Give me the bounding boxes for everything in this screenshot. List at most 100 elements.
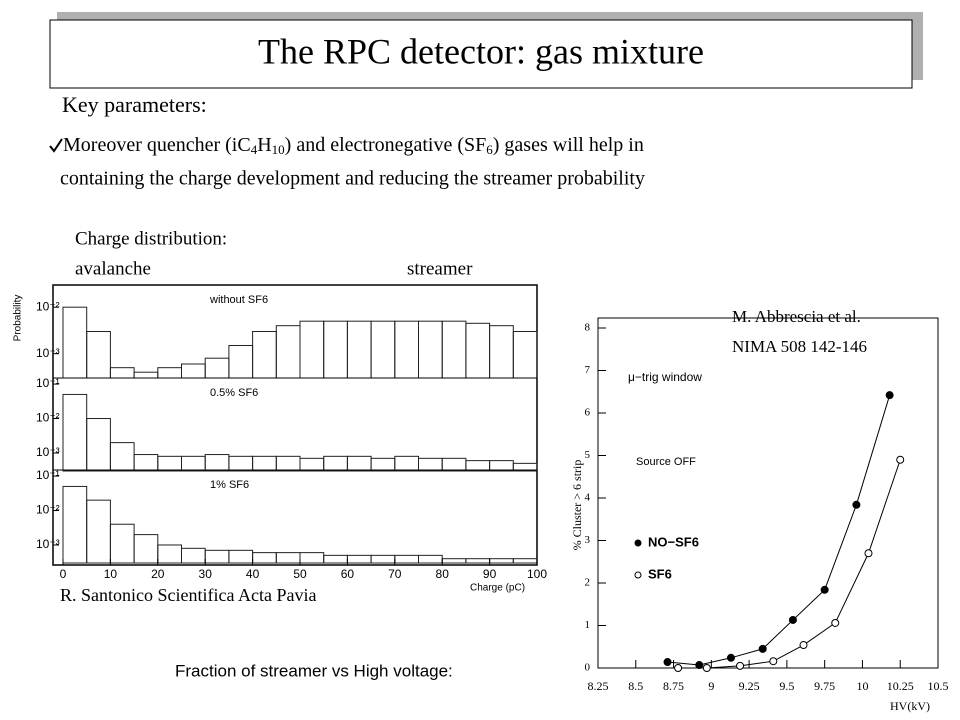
y-tick-label: 10⁻³ <box>36 445 60 459</box>
legend-marker <box>634 571 642 579</box>
x-tick-label: 10 <box>104 567 118 581</box>
histogram-bar <box>418 457 443 472</box>
text-run: ) and electronegative (SF <box>285 134 487 156</box>
legend-label: NO−SF6 <box>648 534 699 549</box>
x-tick-label: 70 <box>388 567 402 581</box>
histogram-bar <box>441 320 467 379</box>
histogram-bar <box>204 549 230 564</box>
histogram-bar <box>418 320 443 379</box>
histogram-bar <box>465 322 491 379</box>
histogram-bar <box>181 455 206 472</box>
data-point <box>695 661 704 670</box>
x-axis-label: HV(kV) <box>890 699 930 713</box>
y-tick-label: 1 <box>585 619 591 631</box>
histogram-bar <box>133 454 159 472</box>
data-point <box>852 500 861 509</box>
histogram-bar <box>157 544 183 564</box>
histogram-bar <box>418 554 443 564</box>
credit: R. Santonico Scientifica Acta Pavia <box>60 585 316 605</box>
label: Charge distribution: <box>75 228 227 249</box>
histogram-bar <box>370 554 396 564</box>
label: avalanche <box>75 258 151 279</box>
plot-frame <box>52 284 538 566</box>
histogram-bar <box>252 331 277 379</box>
histogram-bar <box>109 367 135 379</box>
histogram-bar <box>275 325 301 379</box>
data-point <box>758 644 767 653</box>
y-tick-label: 0 <box>585 662 591 674</box>
bullet-line: Moreover quencher (iC4H10) and electrone… <box>63 134 644 157</box>
data-point <box>769 657 778 666</box>
text-run: H <box>257 134 271 156</box>
data-point <box>820 585 829 594</box>
x-tick-label: 8.25 <box>588 679 609 693</box>
histogram-bar <box>441 558 467 564</box>
histogram-bar <box>252 552 277 564</box>
panel-name: without SF6 <box>209 294 268 306</box>
histogram-bar <box>157 367 183 379</box>
panel-name: 1% SF6 <box>210 479 249 491</box>
histogram-bar <box>489 460 514 472</box>
panel-name: 0.5% SF6 <box>210 387 258 399</box>
histogram-bar <box>346 320 372 379</box>
histogram-bar <box>109 442 135 472</box>
histogram-bar <box>228 549 254 564</box>
series-line <box>667 395 891 666</box>
y-tick-label: 10⁻³ <box>36 346 60 360</box>
histogram-bar <box>109 523 135 564</box>
histogram-bar <box>62 306 88 379</box>
data-point <box>788 615 797 624</box>
y-tick-label: 3 <box>585 534 591 546</box>
histogram-bar <box>346 455 372 472</box>
caption: Fraction of streamer vs High voltage: <box>175 661 453 680</box>
y-tick-label: 10⁻¹ <box>36 468 60 482</box>
histogram-bar <box>62 485 88 564</box>
subscript: 10 <box>272 142 285 157</box>
x-tick-label: 9.75 <box>814 679 835 693</box>
histogram-bar <box>346 554 372 564</box>
x-tick-label: 90 <box>483 567 497 581</box>
x-tick-label: 8.5 <box>628 679 643 693</box>
histogram-bar <box>181 547 206 564</box>
y-tick-label: 10⁻³ <box>36 537 60 551</box>
x-tick-label: 9.25 <box>739 679 760 693</box>
data-point <box>799 641 808 650</box>
x-tick-label: 40 <box>246 567 260 581</box>
y-axis-label: % Cluster > 6 strip <box>570 460 584 551</box>
x-tick-label: 9.5 <box>779 679 794 693</box>
x-axis-label: Charge (pC) <box>470 583 525 594</box>
histogram-bar <box>252 455 277 472</box>
heading: Key parameters: <box>62 92 207 117</box>
series-line <box>678 459 901 669</box>
y-tick-label: 7 <box>585 364 591 376</box>
x-tick-label: 10.25 <box>887 679 914 693</box>
histogram-bar <box>204 454 230 472</box>
histogram-bar <box>86 331 111 379</box>
y-tick-label: 10⁻² <box>36 503 60 517</box>
data-point <box>736 661 745 670</box>
x-tick-label: 20 <box>151 567 165 581</box>
histogram-bar <box>299 457 325 472</box>
histogram-bar <box>394 455 419 472</box>
data-point <box>896 455 905 464</box>
histogram-bar <box>228 344 254 379</box>
histogram-bar <box>489 325 514 379</box>
text-run: ) gases will help in <box>493 134 644 156</box>
histogram-bar <box>441 457 467 472</box>
histogram-bar <box>465 558 491 564</box>
histogram-bar <box>370 457 396 472</box>
title: The RPC detector: gas mixture <box>258 31 704 71</box>
x-tick-label: 30 <box>199 567 213 581</box>
histogram-bar <box>394 554 419 564</box>
checkmark <box>49 138 63 153</box>
data-point <box>885 391 894 400</box>
histogram-bar <box>512 558 538 564</box>
y-tick-label: 10⁻² <box>36 411 60 425</box>
data-point <box>663 658 672 667</box>
y-tick-label: 8 <box>585 322 591 334</box>
annotation: Source OFF <box>636 456 696 468</box>
legend-label: SF6 <box>648 566 672 581</box>
legend-marker <box>634 539 642 547</box>
histogram-bar <box>228 455 254 472</box>
